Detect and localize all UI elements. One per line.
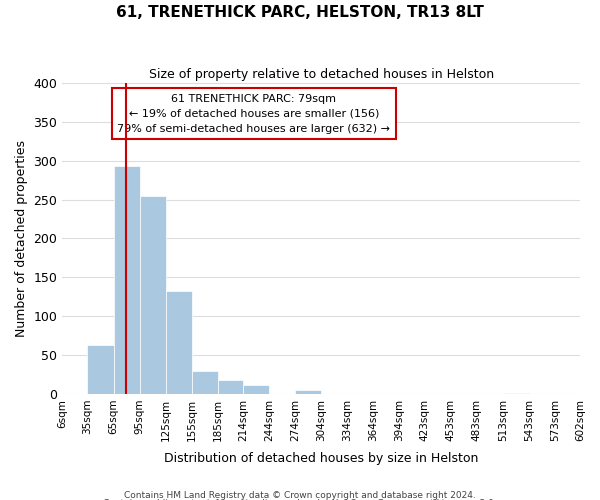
Text: Contains HM Land Registry data © Crown copyright and database right 2024.: Contains HM Land Registry data © Crown c… xyxy=(124,490,476,500)
Y-axis label: Number of detached properties: Number of detached properties xyxy=(15,140,28,337)
X-axis label: Distribution of detached houses by size in Helston: Distribution of detached houses by size … xyxy=(164,452,478,465)
Bar xyxy=(503,393,529,394)
Bar xyxy=(192,370,218,394)
Bar xyxy=(218,380,243,394)
Bar xyxy=(166,290,192,394)
Bar xyxy=(88,345,113,394)
Text: 61, TRENETHICK PARC, HELSTON, TR13 8LT: 61, TRENETHICK PARC, HELSTON, TR13 8LT xyxy=(116,5,484,20)
Title: Size of property relative to detached houses in Helston: Size of property relative to detached ho… xyxy=(149,68,494,80)
Bar xyxy=(295,390,321,394)
Bar xyxy=(113,166,140,394)
Bar xyxy=(243,384,269,394)
Bar xyxy=(140,196,166,394)
Text: 61 TRENETHICK PARC: 79sqm
← 19% of detached houses are smaller (156)
79% of semi: 61 TRENETHICK PARC: 79sqm ← 19% of detac… xyxy=(118,94,391,134)
